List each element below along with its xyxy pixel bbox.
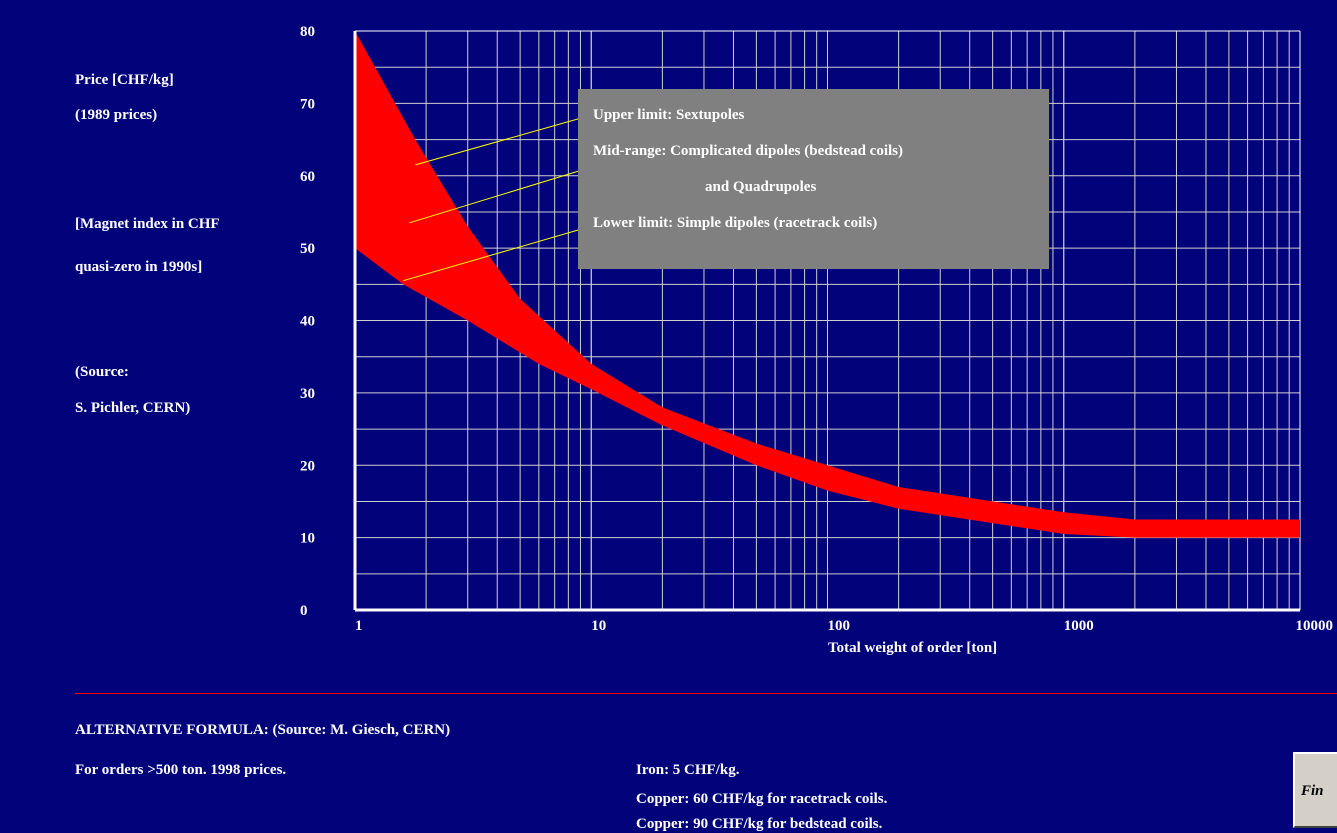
y-tick-label: 40 [300,314,315,330]
x-tick-label: 1000 [1064,618,1094,634]
source-note-2: S. Pichler, CERN) [75,400,191,416]
y-tick-label: 70 [300,96,315,112]
callout-leader-lines [403,114,593,282]
callout-box: Upper limit: Sextupoles Mid-range: Compl… [578,89,1049,269]
y-tick-label: 60 [300,169,315,185]
x-tick-label: 10000 [1296,618,1334,634]
y-tick-label: 20 [300,458,315,474]
orders-note: For orders >500 ton. 1998 prices. [75,762,287,778]
x-tick-labels: 1 10 100 1000 10000 [355,618,1333,634]
finish-button[interactable]: Fin [1293,752,1337,828]
chart-axes [353,31,1300,612]
x-tick-label: 1 [355,618,363,634]
y-axis-label: Price [CHF/kg] [75,72,174,88]
y-tick-label: 50 [300,241,315,257]
section-divider [75,693,1337,694]
callout-lower: Lower limit: Simple dipoles (racetrack c… [593,215,878,231]
copper-bedstead-price: Copper: 90 CHF/kg for bedstead coils. [636,816,883,832]
magnet-index-note-2: quasi-zero in 1990s] [75,259,203,275]
y-tick-label: 10 [300,531,315,547]
callout-mid: Mid-range: Complicated dipoles (bedstead… [593,143,903,159]
leader-line [415,114,593,166]
y-axis-sublabel: (1989 prices) [75,107,158,123]
y-tick-labels: 0 10 20 30 40 50 60 70 80 [300,24,315,619]
y-tick-label: 30 [300,386,315,402]
x-axis-label: Total weight of order [ton] [828,640,998,656]
y-tick-label: 80 [300,24,315,40]
callout-mid-2: and Quadrupoles [705,179,817,195]
copper-racetrack-price: Copper: 60 CHF/kg for racetrack coils. [636,791,888,807]
source-note: (Source: [75,364,129,380]
alternative-formula-heading: ALTERNATIVE FORMULA: (Source: M. Giesch,… [75,722,451,738]
leader-line [409,166,593,224]
x-tick-label: 100 [828,618,851,634]
y-tick-label: 0 [300,603,308,619]
leader-line [403,225,593,282]
x-tick-label: 10 [591,618,606,634]
iron-price: Iron: 5 CHF/kg. [636,762,740,778]
magnet-index-note: [Magnet index in CHF [75,216,220,232]
callout-upper: Upper limit: Sextupoles [593,107,745,123]
